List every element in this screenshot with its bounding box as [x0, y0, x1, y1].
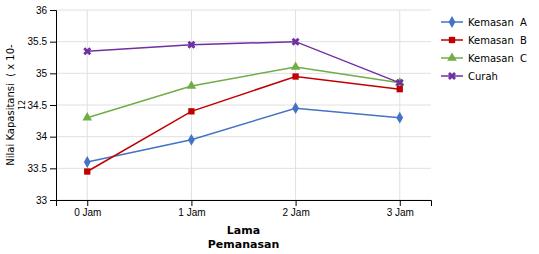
x-tick-mark: [296, 200, 297, 206]
y-tick-label: 34.5: [28, 100, 48, 111]
x-tick: 1 Jam: [178, 200, 205, 218]
series-point: [394, 77, 406, 89]
y-tick-label: 35: [36, 68, 48, 79]
x-tick-mark: [87, 200, 88, 206]
y-tick: 33.5: [28, 163, 56, 174]
x-tick-mark: [191, 200, 192, 206]
y-tick: 35: [36, 68, 56, 79]
y-tick-label: 33: [36, 195, 48, 206]
series-point: [188, 108, 194, 114]
series-point: [81, 45, 93, 57]
y-tick: 36: [36, 5, 56, 16]
series-point: [292, 102, 299, 114]
legend-item: Curah: [441, 70, 498, 82]
x-axis-line: [57, 201, 432, 207]
series-point: [396, 112, 403, 124]
x-tick: 3 Jam: [387, 200, 414, 218]
y-axis-title-line: Nilai Kapasitansi ( x 10-: [5, 44, 16, 166]
y-tick-mark: [50, 168, 56, 169]
series-point: [185, 39, 197, 51]
legend-item: Kemasan B: [441, 35, 527, 46]
series-group: [81, 36, 406, 175]
legend-swatch-marker: [446, 70, 458, 82]
x-axis-title-line: Pemanasan: [208, 238, 279, 251]
grid-line-y: [56, 10, 431, 11]
grid: [56, 10, 431, 200]
legend-swatch-marker: [449, 37, 455, 43]
x-axis: 0 Jam 1 Jam 2 Jam 3 Jam: [57, 200, 432, 218]
series-point: [188, 134, 195, 146]
series-line: [87, 42, 400, 83]
series-point: [82, 112, 92, 120]
y-axis: 33 33.5 34 34.5 35 35.5 36: [28, 5, 57, 206]
x-tick-label: 3 Jam: [387, 207, 414, 218]
grid-line-x: [191, 10, 192, 200]
y-tick: 34: [36, 131, 56, 142]
series-point: [292, 73, 298, 79]
y-tick: 33: [36, 195, 56, 206]
x-tick: 2 Jam: [282, 200, 309, 218]
y-tick-mark: [50, 73, 56, 74]
chart: 0 Jam 1 Jam 2 Jam 3 Jam 33 33.5 34 34.5 35 35.5 36…: [0, 0, 539, 254]
grid-line-y: [56, 105, 431, 106]
y-tick-mark: [50, 10, 56, 11]
x-axis-title: LamaPemanasan: [208, 224, 279, 251]
x-tick-label: 2 Jam: [282, 207, 309, 218]
y-axis-line: [50, 11, 57, 201]
y-tick-mark: [50, 42, 56, 43]
series-point: [187, 80, 197, 88]
y-tick-mark: [50, 200, 56, 201]
x-tick-label: 0 Jam: [74, 207, 101, 218]
grid-line-y: [56, 168, 431, 169]
legend-label: Kemasan B: [468, 35, 527, 46]
y-axis-title-line: 12: [18, 100, 27, 110]
x-tick: 0 Jam: [74, 200, 101, 218]
legend-item: Kemasan A: [441, 16, 527, 28]
x-tick-mark: [400, 200, 401, 206]
legend-label: Kemasan A: [468, 17, 527, 28]
series-point: [84, 156, 91, 168]
y-tick: 35.5: [28, 36, 56, 47]
grid-line-y: [56, 136, 431, 137]
series-point: [397, 86, 403, 92]
legend-item: Kemasan C: [441, 52, 527, 63]
grid-line-x: [399, 10, 400, 200]
x-tick-label: 1 Jam: [178, 207, 205, 218]
y-tick-mark: [50, 105, 56, 106]
x-axis-title-line: Lama: [227, 224, 260, 237]
y-axis-title: Nilai Kapasitansi ( x 10-12: [5, 44, 27, 166]
legend: Kemasan A Kemasan B Kemasan C Curah: [441, 16, 527, 82]
series-point: [291, 61, 301, 69]
series-point: [290, 36, 302, 48]
series-line: [87, 77, 400, 172]
y-tick: 34.5: [28, 100, 56, 111]
legend-swatch-marker: [447, 52, 457, 60]
y-tick-label: 35.5: [28, 36, 48, 47]
series-point: [84, 168, 90, 174]
series-line: [87, 67, 400, 118]
y-tick-label: 33.5: [28, 163, 48, 174]
y-tick-mark: [50, 137, 56, 138]
series-line: [87, 108, 400, 162]
y-tick-label: 36: [36, 5, 48, 16]
grid-line-y: [56, 41, 431, 42]
plot: 0 Jam 1 Jam 2 Jam 3 Jam 33 33.5 34 34.5 35 35.5 36: [28, 5, 432, 218]
y-tick-label: 34: [36, 131, 48, 142]
legend-label: Curah: [468, 71, 498, 82]
legend-label: Kemasan C: [468, 53, 527, 64]
legend-swatch-marker: [449, 16, 456, 28]
